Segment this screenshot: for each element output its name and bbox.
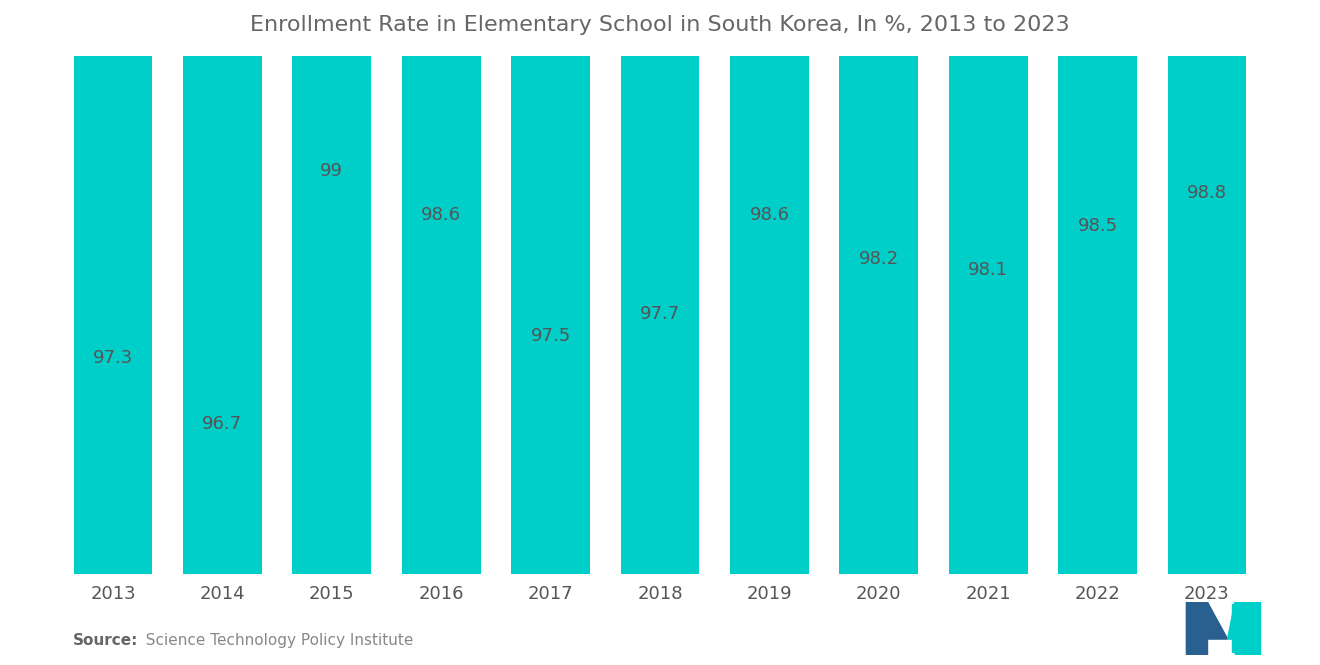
Text: 98.6: 98.6 bbox=[421, 205, 461, 223]
Bar bbox=[1059, 0, 1137, 575]
Text: Source:: Source: bbox=[73, 633, 139, 648]
Text: Science Technology Policy Institute: Science Technology Policy Institute bbox=[136, 633, 413, 648]
Text: 97.3: 97.3 bbox=[92, 349, 133, 367]
Bar bbox=[183, 0, 261, 575]
Polygon shape bbox=[1233, 604, 1251, 652]
Text: 98.6: 98.6 bbox=[750, 205, 789, 223]
Text: 98.8: 98.8 bbox=[1187, 184, 1228, 201]
Title: Enrollment Rate in Elementary School in South Korea, In %, 2013 to 2023: Enrollment Rate in Elementary School in … bbox=[251, 15, 1069, 35]
Bar bbox=[730, 0, 809, 575]
Text: 96.7: 96.7 bbox=[202, 415, 243, 433]
Text: 98.5: 98.5 bbox=[1077, 217, 1118, 235]
Polygon shape bbox=[1185, 604, 1204, 652]
Bar bbox=[511, 0, 590, 575]
Bar bbox=[620, 0, 700, 575]
Polygon shape bbox=[1228, 602, 1259, 639]
Bar bbox=[949, 0, 1027, 575]
Bar bbox=[401, 0, 480, 575]
Text: 98.2: 98.2 bbox=[859, 250, 899, 268]
Text: 97.5: 97.5 bbox=[531, 327, 570, 345]
Text: 99: 99 bbox=[321, 162, 343, 180]
Text: 97.7: 97.7 bbox=[640, 305, 680, 323]
Polygon shape bbox=[1185, 602, 1228, 639]
Polygon shape bbox=[1185, 602, 1208, 655]
Polygon shape bbox=[1236, 602, 1259, 655]
Bar bbox=[1168, 0, 1246, 575]
Text: 98.1: 98.1 bbox=[968, 261, 1008, 279]
Bar bbox=[293, 0, 371, 575]
Bar bbox=[840, 0, 919, 575]
Bar bbox=[74, 0, 152, 575]
